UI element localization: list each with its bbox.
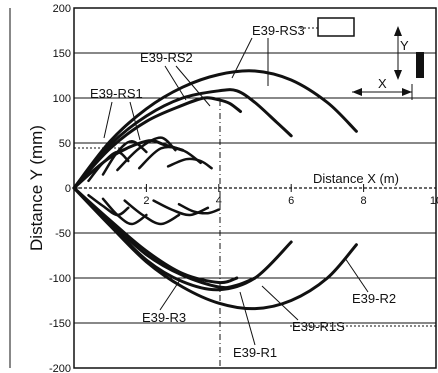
y-tick-label: -150	[49, 318, 71, 330]
short-arc-4	[166, 157, 213, 170]
series-line-0	[72, 69, 358, 190]
leader-rs2-a	[164, 65, 187, 101]
short-arc-1	[101, 139, 148, 176]
x-tick-label: 4	[216, 195, 222, 207]
y-tick-label: 150	[53, 48, 71, 60]
series-line-5	[72, 186, 239, 285]
series-layer	[72, 69, 358, 311]
tick-labels: 200 150 100 50 0 -50 -100 -150 -200 2 4 6 8 10	[49, 3, 438, 373]
y-tick-label: -100	[49, 273, 71, 285]
x-tick-label: 8	[361, 195, 367, 207]
short-arc-3	[137, 145, 202, 170]
short-arcs	[87, 136, 221, 226]
short-arc-2	[116, 136, 177, 172]
leader-r3	[159, 279, 181, 311]
target-bar-icon	[416, 52, 424, 78]
series-line-7	[72, 186, 358, 311]
leader-r1	[239, 291, 256, 346]
x-tick-label: 2	[143, 195, 149, 207]
grid	[74, 7, 437, 369]
label-e39-rs2: E39-RS2	[140, 50, 193, 65]
leader-rs1-a	[103, 101, 113, 139]
series-line-1	[72, 88, 293, 190]
short-arc-5	[87, 193, 130, 217]
short-arc-0	[87, 150, 130, 183]
y-arrow-head-down-icon	[394, 70, 402, 80]
short-arc-7	[123, 199, 181, 226]
label-e39-r3: E39-R3	[142, 310, 186, 325]
short-arc-9	[177, 202, 221, 215]
y-tick-label: -50	[55, 228, 71, 240]
leader-rs3-a	[231, 37, 253, 79]
short-arc-6	[101, 197, 148, 226]
x-arrow-head-right-icon	[402, 88, 412, 96]
x-arrow-head-left-icon	[352, 88, 362, 96]
y-arrow-head-up-icon	[394, 26, 402, 36]
x-tick-label: 6	[288, 195, 294, 207]
y-axis-title: Distance Y (mm)	[27, 125, 46, 251]
leader-rs2-b	[175, 65, 211, 107]
y-tick-label: 50	[59, 138, 71, 150]
label-e39-rs3: E39-RS3	[252, 23, 305, 38]
x-axis-title: Distance X (m)	[313, 171, 399, 186]
inset-x-label: X	[378, 76, 387, 91]
y-tick-label: 100	[53, 93, 71, 105]
leader-r2	[344, 257, 369, 293]
y-tick-label: 200	[53, 3, 71, 15]
x-tick-label: 10	[430, 195, 438, 207]
label-e39-rs1: E39-RS1	[90, 86, 143, 101]
leader-r1s	[261, 285, 299, 321]
y-tick-label: 0	[65, 183, 71, 195]
vehicle-box-icon	[317, 17, 355, 37]
series-line-2	[72, 96, 242, 190]
label-e39-r1: E39-R1	[233, 345, 277, 360]
label-e39-r2: E39-R2	[352, 291, 396, 306]
leader-rs1-b	[129, 101, 141, 141]
y-tick-label: -200	[49, 363, 71, 373]
leader-lines	[103, 37, 369, 346]
inset-y-label: Y	[400, 38, 409, 53]
